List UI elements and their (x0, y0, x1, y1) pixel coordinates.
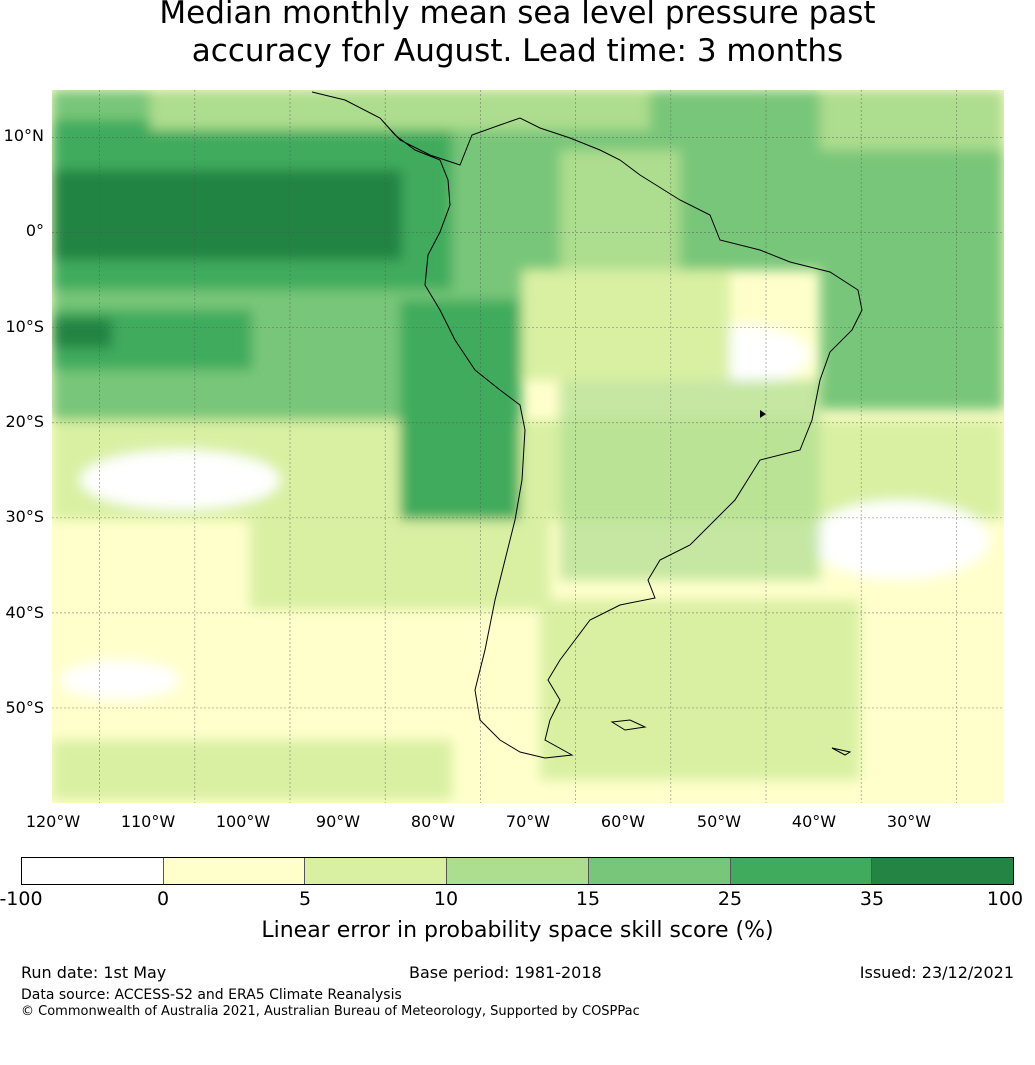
colorbar-segment (730, 858, 873, 884)
colorbar-tick: 15 (575, 888, 601, 910)
colorbar-tick: 5 (298, 888, 312, 910)
lon-label-60w: 60°W (600, 812, 646, 831)
colorbar-tick: 35 (859, 888, 885, 910)
colorbar-tick: 10 (433, 888, 459, 910)
lon-label-120w: 120°W (25, 812, 81, 831)
region-patch (60, 660, 180, 700)
colorbar-segment (305, 858, 448, 884)
region-band (540, 600, 860, 780)
region-band (250, 520, 550, 610)
lon-label-110w: 110°W (120, 812, 176, 831)
lat-label-0: 0° (25, 221, 44, 240)
lon-label-30w: 30°W (886, 812, 932, 831)
colorbar-label: Linear error in probability space skill … (261, 918, 774, 943)
coastline-island (760, 410, 766, 418)
skill-score-map (52, 90, 1004, 803)
lon-label-100w: 100°W (215, 812, 271, 831)
region-band (560, 150, 680, 270)
title-line-1: Median monthly mean sea level pressure p… (159, 0, 876, 31)
lon-label-40w: 40°W (791, 812, 837, 831)
colorbar-tick: -100 (0, 888, 43, 910)
region-patch (80, 450, 280, 510)
lat-label-10s: 10°S (5, 317, 44, 336)
lat-label-50s: 50°S (5, 698, 44, 717)
lat-label-10n: 10°N (3, 126, 44, 145)
data-source: Data source: ACCESS-S2 and ERA5 Climate … (21, 987, 402, 1003)
coastline (311, 91, 863, 759)
region-band (52, 318, 112, 348)
colorbar-tick: 25 (717, 888, 743, 910)
region-band (150, 90, 650, 130)
colorbar-segment (588, 858, 731, 884)
lat-label-30s: 30°S (5, 507, 44, 526)
lat-label-40s: 40°S (5, 603, 44, 622)
colorbar-segment (163, 858, 306, 884)
region-band (820, 90, 1004, 150)
lon-label-80w: 80°W (410, 812, 456, 831)
region-patch (810, 500, 990, 580)
region-band (560, 380, 820, 580)
region-band (400, 300, 520, 520)
lat-label-20s: 20°S (5, 412, 44, 431)
region-band (820, 270, 1004, 410)
copyright: © Commonwealth of Australia 2021, Austra… (21, 1004, 640, 1019)
lon-label-70w: 70°W (505, 812, 551, 831)
colorbar-segment (447, 858, 589, 884)
run-date: Run date: 1st May (21, 963, 167, 982)
colorbar (21, 857, 1014, 885)
colorbar-tick: 100 (986, 888, 1024, 910)
lon-label-50w: 50°W (696, 812, 742, 831)
region-band (52, 170, 402, 260)
map-plot-area (52, 90, 1004, 803)
issued-date: Issued: 23/12/2021 (859, 963, 1014, 982)
lon-label-90w: 90°W (315, 812, 361, 831)
base-period: Base period: 1981-2018 (409, 963, 602, 982)
colorbar-tick: 0 (156, 888, 170, 910)
south-georgia (831, 747, 852, 756)
falkland-islands (610, 719, 647, 731)
colorbar-segment (22, 858, 164, 884)
region-band (52, 740, 452, 800)
colorbar-segment (872, 858, 1014, 884)
title-line-2: accuracy for August. Lead time: 3 months (191, 33, 844, 69)
map-title: Median monthly mean sea level pressure p… (0, 0, 1035, 70)
graticule (52, 90, 1004, 803)
